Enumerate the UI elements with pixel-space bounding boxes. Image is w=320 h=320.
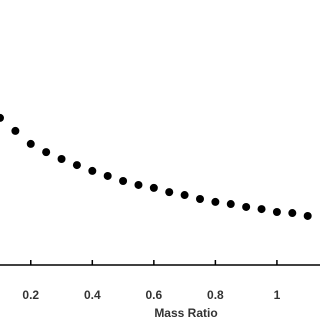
point xyxy=(180,191,189,200)
point xyxy=(165,188,174,197)
point xyxy=(119,176,128,185)
point xyxy=(11,126,20,135)
x-axis-label: Mass Ratio xyxy=(154,306,217,320)
point xyxy=(149,183,158,192)
point xyxy=(242,202,251,211)
point xyxy=(226,200,235,209)
point xyxy=(42,148,51,157)
point xyxy=(257,205,266,214)
point xyxy=(272,208,281,216)
x-tick-label: 0.8 xyxy=(207,288,224,302)
point xyxy=(303,211,312,220)
x-tick-label: 0.4 xyxy=(84,288,101,302)
x-tick-label: 1 xyxy=(274,288,281,302)
point xyxy=(103,171,112,180)
point xyxy=(196,195,204,204)
point xyxy=(26,139,35,148)
point xyxy=(88,166,97,175)
point xyxy=(72,161,81,170)
point xyxy=(288,209,297,218)
point xyxy=(0,113,4,122)
x-tick-label: 0.2 xyxy=(22,288,39,302)
point xyxy=(211,197,220,206)
x-tick-label: 0.6 xyxy=(146,288,163,302)
point xyxy=(134,180,143,189)
point xyxy=(57,155,66,163)
